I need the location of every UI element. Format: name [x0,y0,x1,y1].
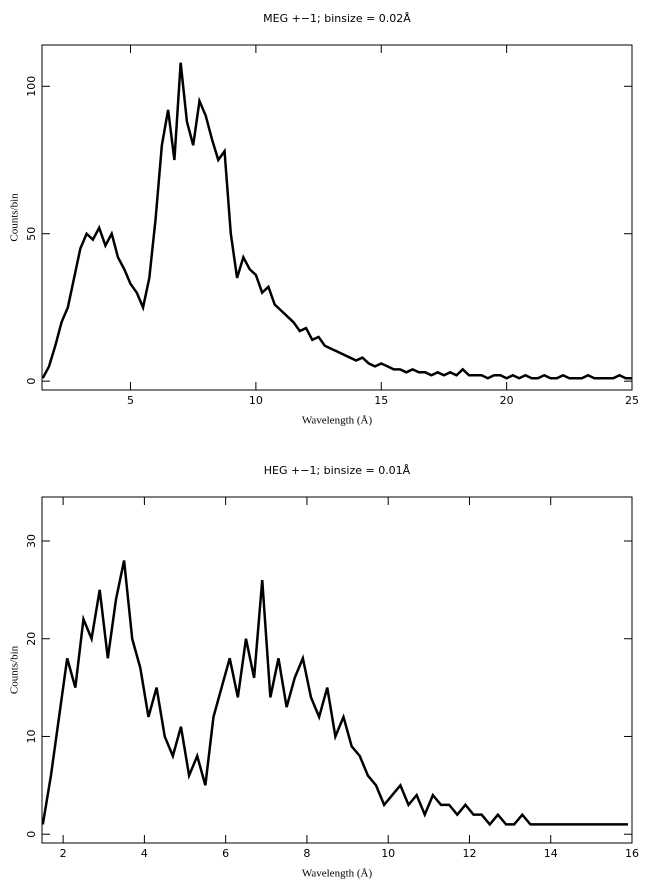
x-tick-label: 2 [60,847,67,860]
plot-frame [41,44,633,391]
x-axis-label: Wavelength (Å) [302,415,373,427]
x-tick-label: 16 [625,847,639,860]
y-tick-label: 30 [25,534,38,548]
x-tick-label: 6 [222,847,229,860]
chart-title: MEG +−1; binsize = 0.02Å [263,12,411,25]
spectrum-line [41,560,628,827]
plot-frame [41,496,633,844]
x-tick-label: 20 [500,394,514,407]
y-tick-label: 50 [25,227,38,241]
y-tick-label: 100 [25,76,38,97]
y-tick-label: 0 [25,378,38,385]
y-tick-label: 20 [25,632,38,646]
y-tick-label: 10 [25,729,38,743]
chart-title: HEG +−1; binsize = 0.01Å [264,464,411,477]
y-axis-label: Counts/bin [9,645,21,694]
y-axis-label: Counts/bin [9,193,21,242]
x-tick-label: 10 [381,847,395,860]
x-tick-label: 5 [127,394,134,407]
x-axis-label: Wavelength (Å) [302,868,373,880]
spectrum-line [41,62,632,380]
x-tick-label: 4 [141,847,148,860]
x-tick-label: 15 [374,394,388,407]
x-tick-label: 8 [303,847,310,860]
x-tick-label: 12 [462,847,476,860]
y-tick-label: 0 [25,831,38,838]
x-tick-label: 25 [625,394,639,407]
x-tick-label: 10 [249,394,263,407]
x-tick-label: 14 [544,847,558,860]
